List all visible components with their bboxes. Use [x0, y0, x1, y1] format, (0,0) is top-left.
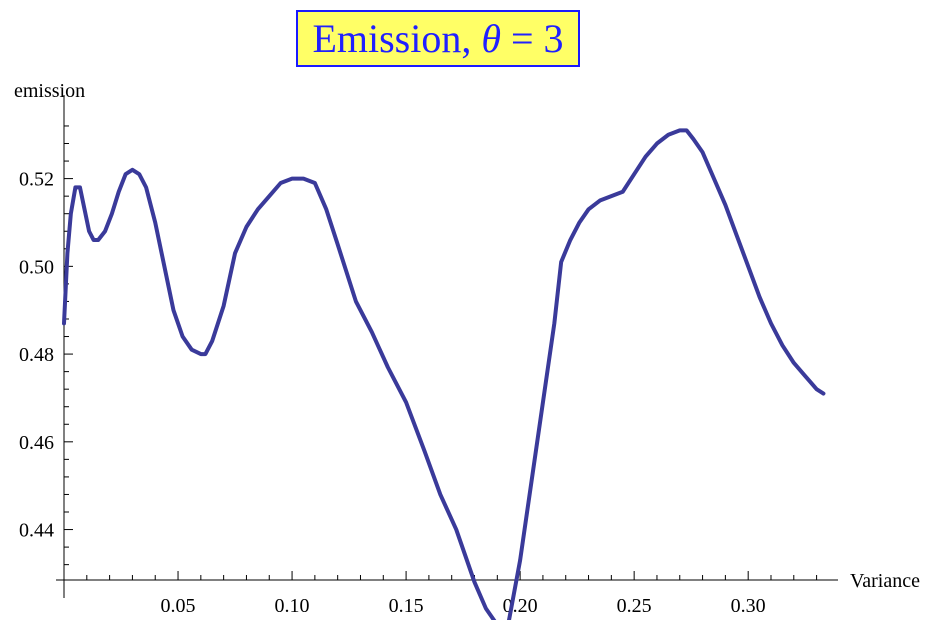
x-tick-label: 0.05 [161, 595, 196, 617]
chart-title-suffix: = 3 [511, 16, 564, 61]
chart-title-symbol: θ [481, 16, 501, 61]
y-tick-label: 0.44 [19, 520, 54, 542]
x-tick-label: 0.30 [731, 595, 766, 617]
y-tick-label: 0.50 [19, 256, 54, 278]
y-tick-label: 0.52 [19, 169, 54, 191]
x-axis-label: Variance [850, 570, 920, 592]
chart-title: Emission, θ = 3 [296, 10, 580, 67]
y-tick-label: 0.48 [19, 344, 54, 366]
x-tick-label: 0.25 [617, 595, 652, 617]
x-tick-label: 0.10 [275, 595, 310, 617]
y-axis-label: emission [14, 80, 86, 102]
ticks: 0.05 0.10 0.15 0.20 0.25 0.30 0.44 0.46 0.48 0.50… [19, 125, 818, 617]
axes [56, 95, 838, 598]
chart-title-prefix: Emission, [312, 16, 472, 61]
y-tick-label: 0.46 [19, 432, 54, 454]
series-line [62, 128, 826, 620]
x-tick-label: 0.15 [389, 595, 424, 617]
x-tick-label: 0.20 [503, 595, 538, 617]
